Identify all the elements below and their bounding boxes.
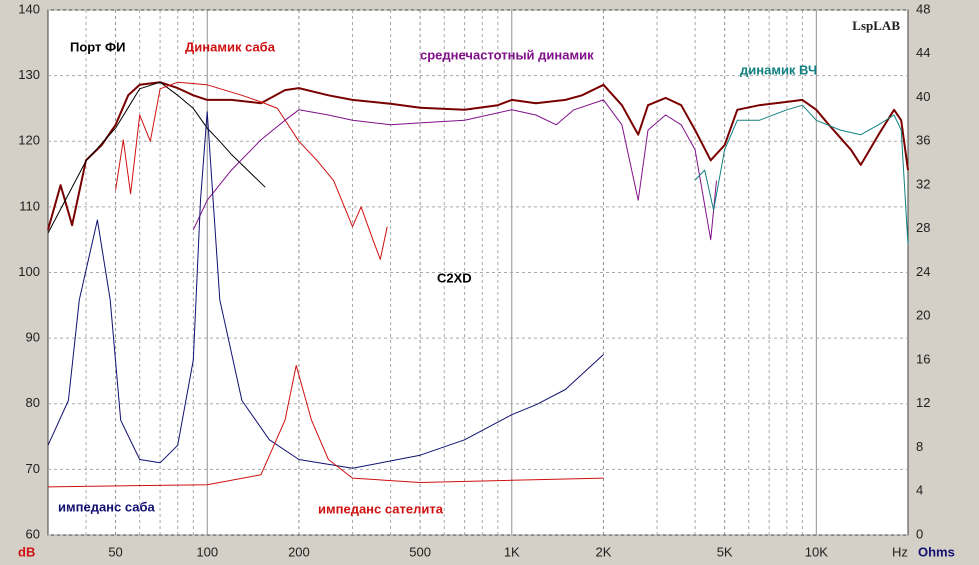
y2-tick-label: 8 bbox=[916, 439, 923, 454]
series-label: импеданс саба bbox=[58, 499, 156, 514]
x-axis-label: Hz bbox=[892, 544, 908, 559]
series-line bbox=[47, 111, 604, 469]
y-tick-label: 130 bbox=[18, 67, 40, 82]
y2-tick-label: 16 bbox=[916, 351, 930, 366]
y2-tick-label: 48 bbox=[916, 1, 930, 16]
series-line bbox=[47, 81, 909, 231]
series-label: Порт ФИ bbox=[70, 39, 125, 54]
annotation-title: C2XD bbox=[437, 270, 472, 285]
y-tick-label: 60 bbox=[26, 526, 40, 541]
x-tick-label: 1K bbox=[504, 544, 520, 559]
y-tick-label: 90 bbox=[26, 330, 40, 345]
series-line bbox=[47, 365, 604, 488]
series-line bbox=[694, 104, 909, 245]
y2-tick-label: 36 bbox=[916, 133, 930, 148]
x-tick-label: 50 bbox=[108, 544, 122, 559]
x-tick-label: 5K bbox=[717, 544, 733, 559]
y2-tick-label: 0 bbox=[916, 526, 923, 541]
brand-label: LspLAB bbox=[852, 18, 900, 33]
series-label: Динамик саба bbox=[185, 39, 276, 54]
y2-tick-label: 28 bbox=[916, 220, 930, 235]
y-tick-label: 70 bbox=[26, 461, 40, 476]
x-tick-label: 200 bbox=[288, 544, 310, 559]
y2-tick-label: 4 bbox=[916, 483, 923, 498]
series-line bbox=[47, 81, 266, 234]
y2-tick-label: 44 bbox=[916, 45, 930, 60]
y-tick-label: 110 bbox=[19, 198, 40, 213]
series-label: импеданс сателита bbox=[318, 501, 444, 516]
y2-tick-label: 40 bbox=[916, 89, 930, 104]
series-line bbox=[192, 99, 717, 241]
y2-tick-label: 32 bbox=[916, 176, 930, 191]
y2-axis-label: Ohms bbox=[918, 544, 955, 559]
x-tick-label: 10K bbox=[805, 544, 828, 559]
x-tick-label: 100 bbox=[196, 544, 218, 559]
series-line bbox=[115, 81, 388, 260]
x-tick-label: 2K bbox=[596, 544, 612, 559]
y-axis-label: dB bbox=[18, 544, 35, 559]
y2-tick-label: 24 bbox=[916, 264, 930, 279]
y-tick-label: 100 bbox=[18, 264, 40, 279]
series-label: среднечастотный динамик bbox=[420, 47, 594, 62]
x-tick-label: 500 bbox=[409, 544, 431, 559]
y2-tick-label: 12 bbox=[916, 395, 930, 410]
series-label: динамик ВЧ bbox=[740, 62, 817, 77]
y-tick-label: 140 bbox=[18, 1, 40, 16]
y-tick-label: 120 bbox=[18, 133, 40, 148]
y2-tick-label: 20 bbox=[916, 308, 930, 323]
y-tick-label: 80 bbox=[26, 395, 40, 410]
